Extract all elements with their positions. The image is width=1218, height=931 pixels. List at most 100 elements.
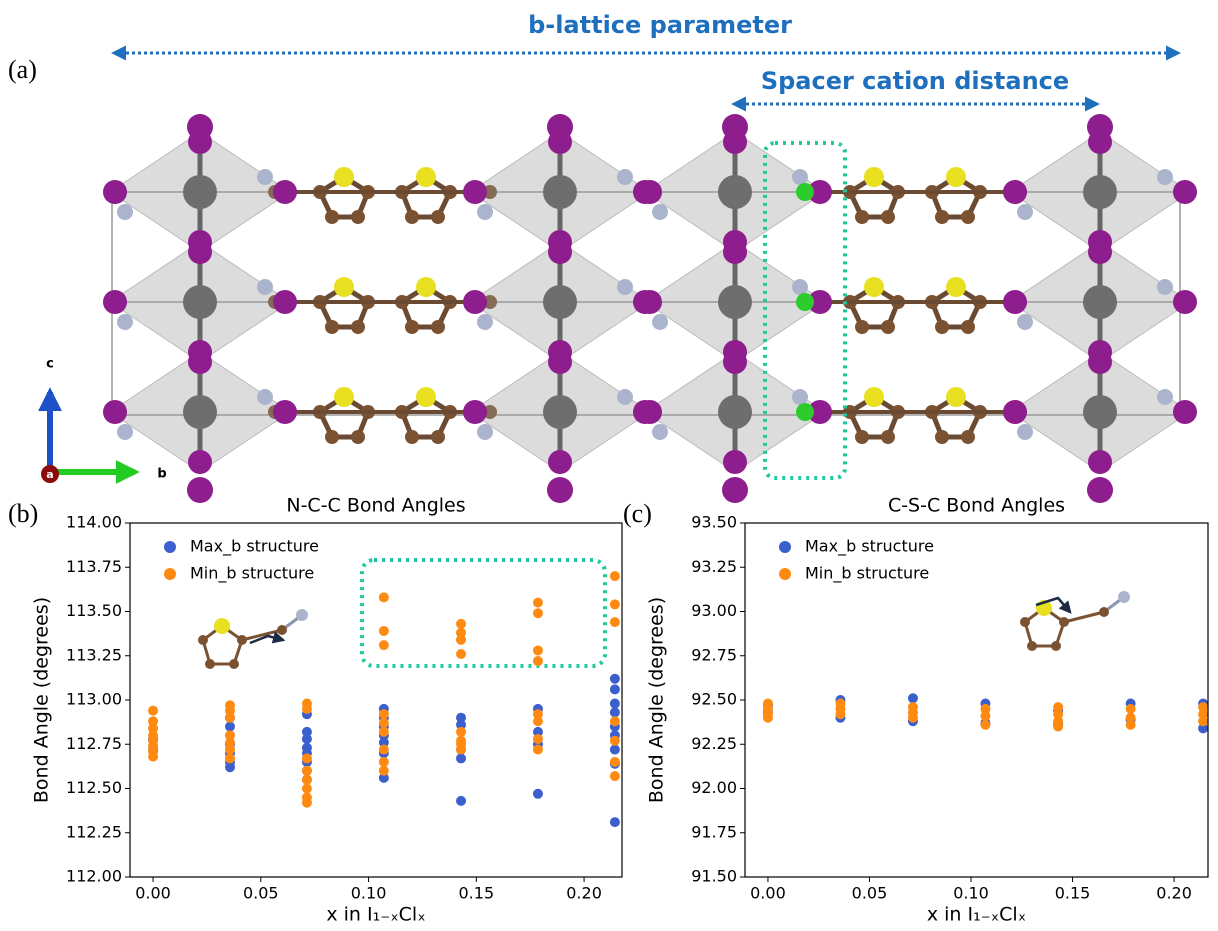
point [1126, 704, 1136, 714]
point [225, 722, 235, 732]
atom [723, 350, 747, 374]
inset-bond [1064, 612, 1104, 622]
point [908, 693, 918, 703]
inset-atom [1020, 617, 1030, 627]
atom [961, 320, 975, 334]
atom [325, 210, 339, 224]
y-tick-label: 93.00 [691, 601, 737, 620]
point [533, 645, 543, 655]
chart-title: C-S-C Bond Angles [888, 495, 1065, 517]
atom [548, 240, 572, 264]
atom [257, 389, 273, 405]
point [302, 798, 312, 808]
x-tick-label: 0.20 [1156, 884, 1192, 903]
point [980, 711, 990, 721]
atom [1088, 240, 1112, 264]
atom [792, 279, 808, 295]
x-tick-label: 0.00 [135, 884, 171, 903]
point [379, 718, 389, 728]
legend-label: Min_b structure [190, 564, 314, 584]
point [610, 699, 620, 709]
atom [117, 314, 133, 330]
inset-atom [277, 625, 287, 635]
y-axis-label: Bond Angle (degrees) [31, 597, 53, 803]
atom [864, 167, 884, 187]
point [379, 709, 389, 719]
point [610, 571, 620, 581]
atom [1173, 180, 1197, 204]
point [225, 762, 235, 772]
y-tick-label: 91.50 [691, 867, 737, 886]
crystal-structure [103, 114, 1197, 503]
atom [638, 290, 662, 314]
atom [431, 210, 445, 224]
atom [1088, 350, 1112, 374]
atom [961, 210, 975, 224]
atom [1017, 314, 1033, 330]
atom [351, 430, 365, 444]
atom [961, 430, 975, 444]
atom [652, 204, 668, 220]
atom [652, 424, 668, 440]
atom [796, 293, 814, 311]
atom [273, 180, 297, 204]
point [456, 619, 466, 629]
atom [935, 210, 949, 224]
highlight-box [362, 560, 605, 666]
atom [463, 290, 487, 314]
atom [946, 387, 966, 407]
atom [334, 387, 354, 407]
atom [188, 450, 212, 474]
atom [796, 403, 814, 421]
point [225, 753, 235, 763]
point [379, 757, 389, 767]
atom [1083, 285, 1117, 319]
point [302, 775, 312, 785]
atom [718, 395, 752, 429]
atom [351, 210, 365, 224]
x-tick-label: 0.20 [566, 884, 602, 903]
atom [722, 114, 748, 140]
atom [881, 210, 895, 224]
point [610, 707, 620, 717]
point [533, 734, 543, 744]
x-tick-label: 0.10 [351, 884, 387, 903]
atom [1003, 180, 1027, 204]
point [148, 752, 158, 762]
inset-atom [229, 659, 239, 669]
atom [325, 320, 339, 334]
point [610, 817, 620, 827]
point [610, 771, 620, 781]
x-tick-label: 0.15 [459, 884, 495, 903]
atom [1003, 400, 1027, 424]
point [456, 745, 466, 755]
atom [1157, 169, 1173, 185]
atom [477, 424, 493, 440]
x-axis-label: x in I₁₋ₓClₓ [927, 904, 1026, 926]
point [379, 626, 389, 636]
atom [881, 320, 895, 334]
point [302, 704, 312, 714]
axis-c: c [46, 357, 54, 372]
point [148, 706, 158, 716]
point [379, 640, 389, 650]
atom [723, 450, 747, 474]
atom [543, 175, 577, 209]
atom [935, 320, 949, 334]
y-tick-label: 113.00 [66, 690, 122, 709]
atom [1173, 290, 1197, 314]
atom [183, 395, 217, 429]
atom [273, 400, 297, 424]
point [980, 720, 990, 730]
atom [864, 277, 884, 297]
panel-label: (c) [623, 499, 652, 528]
point [456, 727, 466, 737]
atom [1083, 175, 1117, 209]
atom [548, 450, 572, 474]
point [456, 753, 466, 763]
legend-marker [779, 568, 791, 580]
point [302, 753, 312, 763]
atom [543, 395, 577, 429]
point [835, 709, 845, 719]
point [456, 649, 466, 659]
